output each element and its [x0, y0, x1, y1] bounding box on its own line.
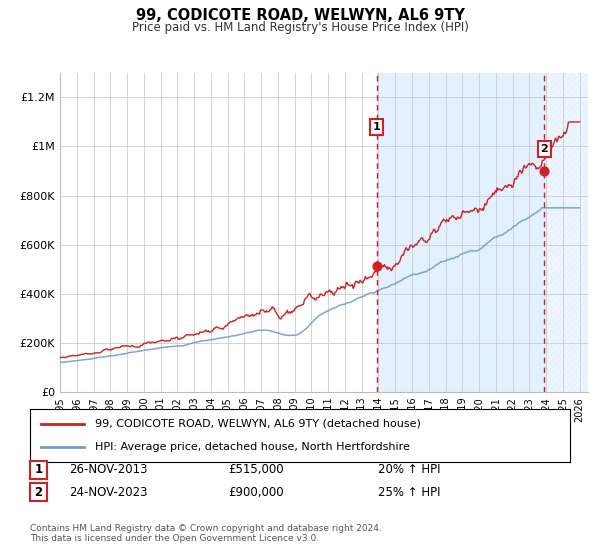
Bar	[544, 73, 588, 392]
Text: 1: 1	[34, 463, 43, 477]
Text: £515,000: £515,000	[228, 463, 284, 477]
Text: 1: 1	[373, 122, 380, 132]
Text: 99, CODICOTE ROAD, WELWYN, AL6 9TY: 99, CODICOTE ROAD, WELWYN, AL6 9TY	[136, 8, 464, 24]
Text: 99, CODICOTE ROAD, WELWYN, AL6 9TY (detached house): 99, CODICOTE ROAD, WELWYN, AL6 9TY (deta…	[95, 419, 421, 429]
Point	[372, 261, 382, 270]
Text: 25% ↑ HPI: 25% ↑ HPI	[378, 486, 440, 499]
Text: 20% ↑ HPI: 20% ↑ HPI	[378, 463, 440, 477]
Text: HPI: Average price, detached house, North Hertfordshire: HPI: Average price, detached house, Nort…	[95, 442, 410, 452]
Text: 2: 2	[34, 486, 43, 499]
Text: 2: 2	[541, 144, 548, 154]
Text: 24-NOV-2023: 24-NOV-2023	[69, 486, 148, 499]
Text: £900,000: £900,000	[228, 486, 284, 499]
Bar	[377, 73, 544, 392]
Text: Price paid vs. HM Land Registry's House Price Index (HPI): Price paid vs. HM Land Registry's House …	[131, 21, 469, 34]
Text: 26-NOV-2013: 26-NOV-2013	[69, 463, 148, 477]
Text: Contains HM Land Registry data © Crown copyright and database right 2024.
This d: Contains HM Land Registry data © Crown c…	[30, 524, 382, 543]
Point	[539, 166, 549, 175]
